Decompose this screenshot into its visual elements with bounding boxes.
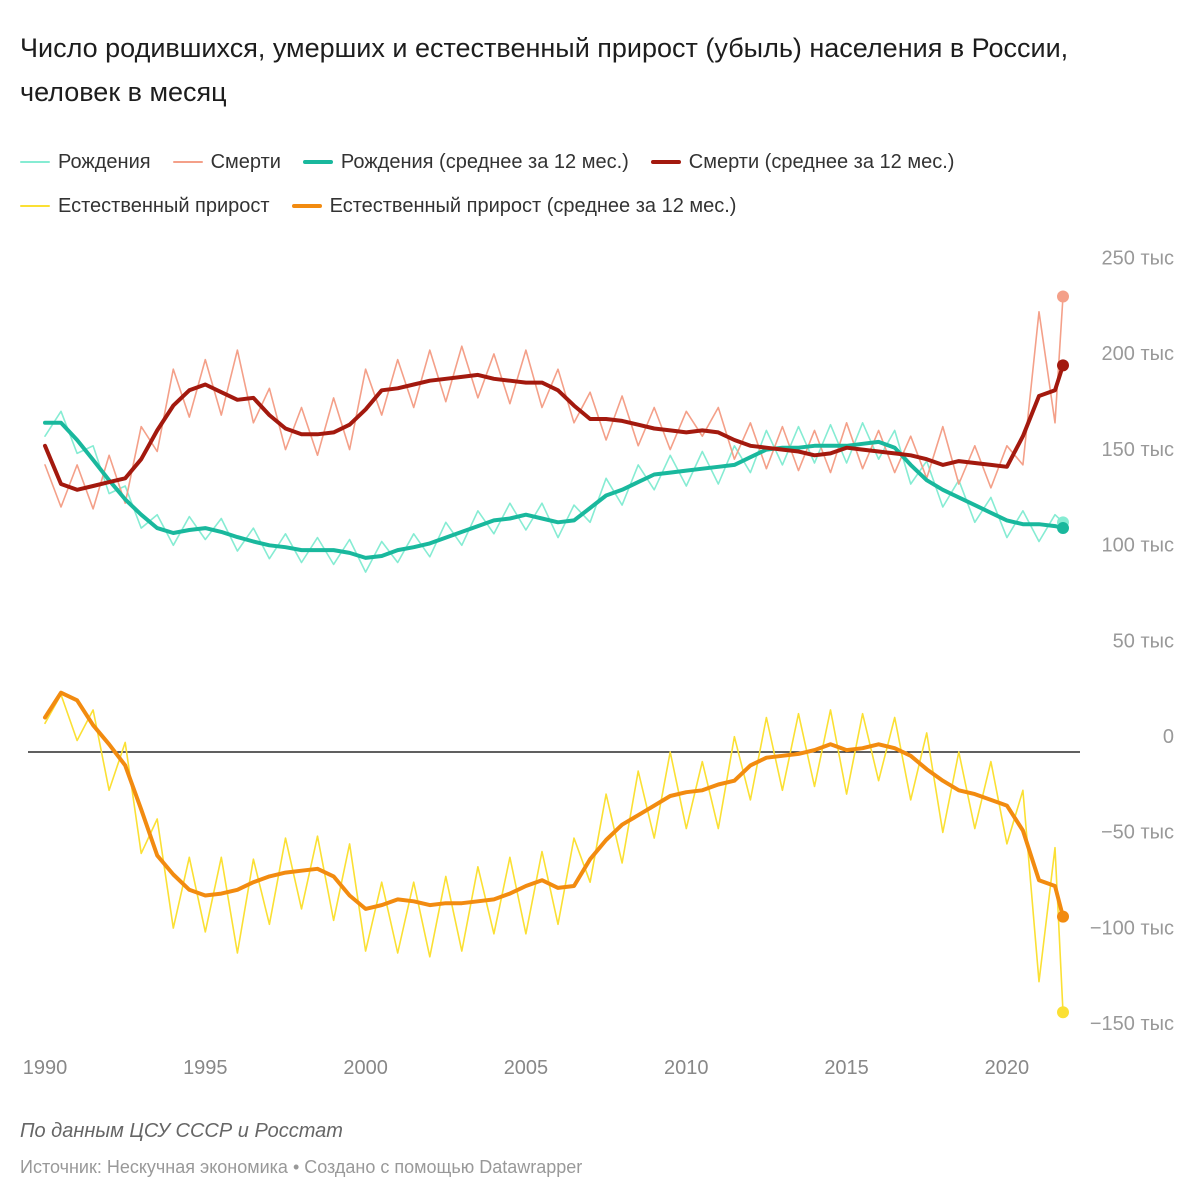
legend-label: Рождения (среднее за 12 мес.) [340, 150, 629, 173]
x-tick-label: 2010 [664, 1057, 709, 1079]
legend-item-natural: Естественный прирост [20, 195, 270, 218]
legend-swatch [291, 204, 322, 208]
deaths-end-dot [1057, 290, 1069, 303]
natural-increase-line [44, 693, 1064, 1014]
legend-label: Рождения [58, 150, 151, 173]
y-tick-label: 150 тыс [1102, 439, 1174, 461]
legend-swatch [650, 160, 681, 164]
x-tick-label: 2005 [504, 1057, 549, 1079]
y-tick-label: 100 тыс [1102, 535, 1174, 557]
y-tick-label: 250 тыс [1102, 248, 1174, 270]
natural-increase-end-dot [1057, 1006, 1069, 1019]
legend-item-deaths: Смерти [172, 150, 281, 174]
legend-item-natural-avg: Естественный прирост (среднее за 12 мес.… [291, 194, 737, 218]
legend-swatch [20, 161, 50, 163]
births-avg-line [43, 420, 1065, 560]
legend-label: Естественный прирост (среднее за 12 мес.… [329, 194, 737, 217]
legend-swatch [302, 160, 333, 164]
data-note: По данным ЦСУ СССР и Росстат [20, 1120, 343, 1142]
legend-label: Смерти [210, 150, 281, 173]
deaths-avg-line [43, 363, 1065, 492]
x-tick-label: 2015 [824, 1057, 869, 1079]
y-tick-label: 50 тыс [1113, 630, 1174, 652]
x-tick-label: 2000 [343, 1057, 388, 1079]
natural-increase-avg-end-dot [1057, 910, 1069, 923]
source-line: Источник: Нескучная экономика • Создано … [20, 1157, 583, 1177]
y-tick-label: −150 тыс [1090, 1013, 1174, 1035]
x-tick-label: 2020 [985, 1057, 1030, 1079]
births-line [44, 410, 1064, 573]
legend-item-births: Рождения [20, 151, 151, 174]
legend-label: Смерти (среднее за 12 мес.) [688, 150, 955, 173]
legend-label: Естественный прирост [58, 194, 270, 217]
legend: Рождения Смерти Рождения (среднее за 12 … [20, 140, 1170, 228]
legend-swatch [172, 161, 203, 163]
chart-title: Число родившихся, умерших и естественный… [20, 33, 1069, 107]
deaths-avg-end-dot [1057, 359, 1069, 372]
y-tick-label: 200 тыс [1102, 343, 1174, 365]
legend-item-births-avg: Рождения (среднее за 12 мес.) [302, 150, 629, 174]
natural-increase-avg-line [43, 690, 1065, 919]
y-tick-label: 0 [1163, 726, 1174, 748]
y-tick-label: −50 тыс [1101, 822, 1174, 844]
births-avg-end-dot [1057, 522, 1069, 535]
legend-item-deaths-avg: Смерти (среднее за 12 мес.) [650, 150, 955, 174]
x-tick-label: 1995 [183, 1057, 228, 1079]
x-tick-label: 1990 [23, 1057, 68, 1079]
deaths-line [44, 295, 1064, 510]
legend-swatch [20, 205, 50, 207]
y-tick-label: −100 тыс [1090, 917, 1174, 939]
